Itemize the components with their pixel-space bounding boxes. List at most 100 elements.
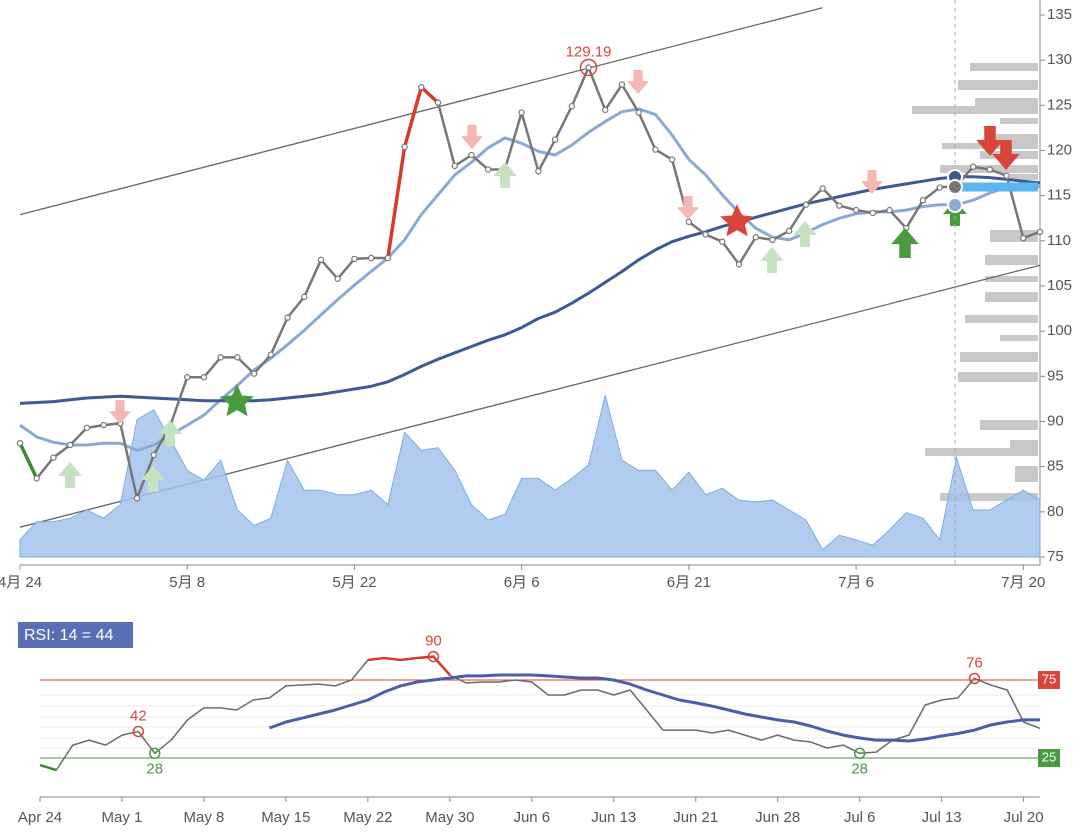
signals [58, 70, 1020, 492]
point [819, 185, 826, 192]
point [451, 162, 458, 170]
point [735, 261, 743, 268]
annotation-label: 76 [966, 654, 983, 671]
point [468, 151, 475, 159]
buy-signal [760, 247, 784, 273]
point [752, 234, 759, 241]
y-tick-label: 75 [1047, 548, 1064, 565]
highlight-segment [39, 763, 57, 772]
point [234, 354, 241, 361]
point [635, 109, 642, 116]
sell-signal [108, 400, 132, 424]
annotation-marker [132, 725, 145, 738]
point [184, 374, 191, 381]
point [919, 196, 927, 204]
point [785, 227, 793, 235]
x-tick-label: May 8 [184, 809, 225, 826]
point [986, 166, 994, 173]
point [317, 256, 325, 264]
point [384, 254, 392, 262]
volume-area [19, 395, 1041, 558]
point [367, 254, 375, 262]
annotation-label: 28 [146, 760, 163, 777]
x-tick-label: 6月 6 [504, 574, 540, 591]
point [66, 441, 74, 449]
point [267, 351, 275, 358]
point [602, 106, 609, 114]
annotation-label: 129.19 [566, 43, 612, 60]
point [685, 218, 693, 226]
point [802, 201, 810, 208]
x-tick-label: May 22 [343, 809, 392, 826]
point [16, 439, 24, 447]
point [969, 163, 977, 170]
point [250, 370, 258, 377]
annotation-marker [853, 747, 866, 760]
point [535, 168, 542, 175]
point [334, 275, 341, 282]
x-tick-label: 5月 8 [169, 574, 205, 591]
x-tick-label: May 30 [425, 809, 474, 826]
x-tick-label: Jun 28 [755, 809, 800, 826]
reference-label-box [1038, 671, 1060, 689]
point [217, 354, 224, 361]
point [284, 314, 291, 321]
point [434, 99, 442, 106]
point [351, 255, 358, 263]
x-tick-label: May 15 [261, 809, 310, 826]
annotation-marker [968, 672, 981, 685]
buy-signal [493, 162, 517, 188]
buy-signal [58, 462, 82, 488]
y-tick-label: 115 [1047, 187, 1071, 204]
x-tick-label: 7月 6 [838, 574, 874, 591]
y-tick-label: 130 [1047, 51, 1072, 68]
point [83, 424, 91, 432]
point [1020, 234, 1027, 242]
reference-label-box [1038, 749, 1060, 767]
point [1003, 172, 1010, 179]
sell-signal [460, 125, 484, 149]
plot-area: 4月 24 5月 8 5月 22 6月 6 6月 21 7月 6 7月 2075808590… [0, 6, 1072, 826]
annotation-label: 90 [425, 633, 442, 650]
point [150, 451, 157, 459]
point [719, 238, 726, 245]
series-line [39, 655, 1041, 771]
reference-label: 75 [1042, 671, 1056, 686]
buy-signal [793, 221, 817, 247]
y-tick-label: 105 [1047, 277, 1072, 294]
highlight-segment [386, 84, 440, 259]
x-tick-label: Jun 13 [591, 809, 636, 826]
star-signal [720, 204, 754, 237]
x-tick-label: 6月 21 [667, 574, 711, 591]
y-tick-label: 125 [1047, 96, 1072, 113]
rsi-title: RSI: 14 = 44 [24, 627, 113, 644]
point [702, 231, 709, 238]
point [133, 495, 141, 502]
annotation-marker [579, 58, 598, 77]
x-tick-label: May 1 [102, 809, 143, 826]
x-tick-label: Jun 6 [513, 809, 550, 826]
star-signal [220, 384, 254, 417]
y-tick-label: 85 [1047, 458, 1064, 475]
point [551, 136, 559, 143]
x-tick-label: Jul 20 [1004, 809, 1044, 826]
point [484, 166, 492, 173]
y-tick-label: 135 [1047, 6, 1072, 23]
y-tick-label: 110 [1047, 232, 1071, 249]
rsi-grid [40, 694, 1040, 749]
y-tick-label: 90 [1047, 412, 1064, 429]
buy-signal [891, 228, 919, 258]
x-tick-label: Apr 24 [18, 809, 62, 826]
point [518, 109, 525, 116]
point [769, 236, 776, 244]
annotation-label: 42 [130, 707, 147, 724]
point [836, 202, 843, 209]
point [618, 81, 626, 88]
y-tick-label: 80 [1047, 503, 1064, 520]
point [936, 184, 943, 191]
rsi-title-box [18, 622, 133, 648]
highlight-segment [367, 655, 451, 676]
x-tick-label: Jun 21 [673, 809, 718, 826]
